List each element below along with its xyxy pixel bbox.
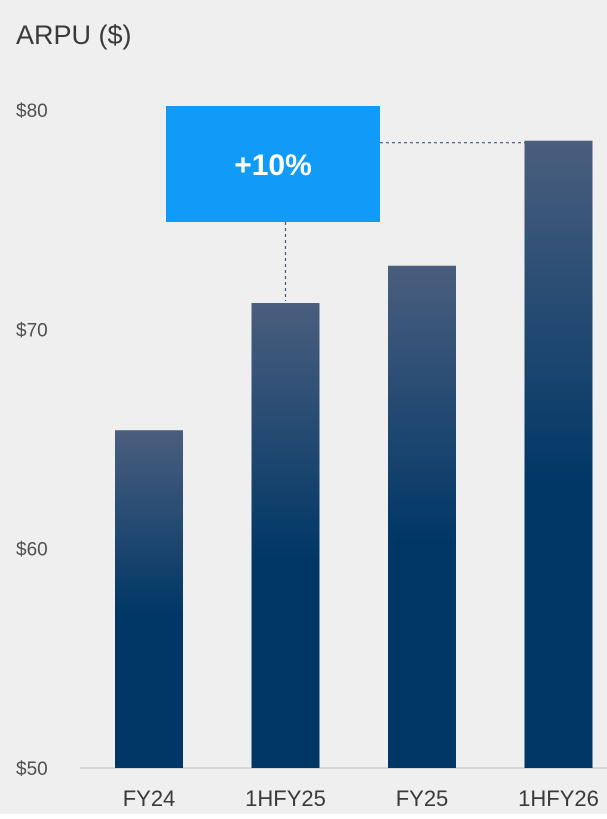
bar-fy24 [115,430,183,768]
bars-group [115,140,593,768]
chart-title: ARPU ($) [16,20,132,50]
x-tick-label: 1HFY25 [245,786,326,811]
x-axis-labels: FY24 1HFY25 FY25 1HFY26 [123,786,599,811]
bar-1hfy25 [251,303,320,768]
y-tick-label: $70 [16,320,48,341]
y-axis-ticks: $50 $60 $70 $80 [16,101,48,780]
y-tick-label: $60 [16,540,48,561]
x-tick-label: 1HFY26 [518,786,599,811]
growth-annotation: +10% [166,106,525,302]
y-tick-label: $50 [16,759,48,780]
growth-callout-box [166,106,380,222]
x-tick-label: FY25 [396,786,449,811]
growth-callout-label: +10% [234,149,312,182]
y-tick-label: $80 [16,101,48,122]
bar-1hfy26 [524,140,593,768]
x-tick-label: FY24 [123,786,176,811]
bar-fy25 [388,265,456,768]
